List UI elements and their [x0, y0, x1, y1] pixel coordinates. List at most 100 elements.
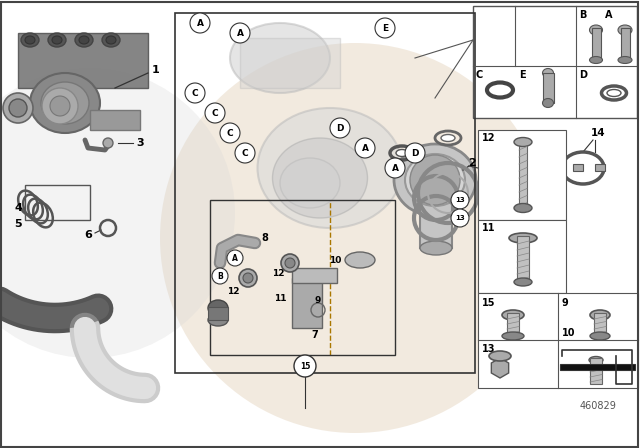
Bar	[517, 236, 529, 282]
Ellipse shape	[489, 351, 511, 361]
Bar	[594, 313, 606, 336]
Text: 12: 12	[482, 133, 495, 143]
Circle shape	[285, 258, 295, 268]
Text: 12: 12	[272, 268, 284, 277]
Text: 14: 14	[591, 128, 605, 138]
Circle shape	[42, 88, 78, 124]
Circle shape	[235, 143, 255, 163]
Text: 9: 9	[562, 298, 569, 308]
Ellipse shape	[514, 278, 532, 286]
Ellipse shape	[590, 332, 610, 340]
Text: E: E	[519, 70, 525, 80]
Circle shape	[330, 118, 350, 138]
Bar	[573, 164, 583, 171]
Ellipse shape	[345, 252, 375, 268]
Circle shape	[3, 93, 33, 123]
Text: C: C	[476, 70, 483, 80]
Bar	[595, 164, 605, 171]
Text: 11: 11	[274, 293, 286, 302]
Ellipse shape	[589, 56, 602, 64]
Ellipse shape	[21, 33, 39, 47]
Ellipse shape	[52, 36, 62, 44]
Text: 2: 2	[468, 158, 476, 168]
Text: 15: 15	[482, 298, 495, 308]
Ellipse shape	[75, 33, 93, 47]
Circle shape	[451, 209, 469, 227]
Text: C: C	[212, 108, 218, 117]
Circle shape	[281, 254, 299, 272]
Bar	[519, 140, 527, 210]
Bar	[210, 200, 395, 355]
Circle shape	[230, 23, 250, 43]
Ellipse shape	[618, 25, 632, 35]
Text: 460829: 460829	[580, 401, 616, 411]
Circle shape	[212, 268, 228, 284]
Text: 3: 3	[136, 138, 144, 148]
Text: 7: 7	[312, 330, 318, 340]
Circle shape	[227, 250, 243, 266]
Ellipse shape	[514, 203, 532, 212]
Ellipse shape	[102, 33, 120, 47]
Text: 13: 13	[455, 215, 465, 221]
Bar	[543, 73, 554, 103]
Text: 11: 11	[482, 223, 495, 233]
Bar	[420, 186, 452, 248]
Ellipse shape	[25, 36, 35, 44]
Ellipse shape	[208, 314, 228, 326]
Text: C: C	[227, 129, 234, 138]
Bar	[590, 358, 602, 384]
Circle shape	[9, 99, 27, 117]
Circle shape	[185, 83, 205, 103]
Circle shape	[451, 191, 469, 209]
Text: B: B	[217, 271, 223, 280]
Bar	[478, 130, 566, 220]
Ellipse shape	[589, 357, 603, 363]
Bar	[175, 13, 475, 373]
Ellipse shape	[280, 158, 340, 208]
Text: A: A	[605, 10, 612, 20]
Circle shape	[205, 103, 225, 123]
Bar	[208, 307, 228, 320]
Text: 8: 8	[262, 233, 268, 243]
Text: D: D	[412, 148, 419, 158]
Ellipse shape	[618, 56, 632, 64]
Circle shape	[160, 43, 550, 433]
Circle shape	[410, 155, 460, 205]
Text: A: A	[237, 29, 243, 38]
Circle shape	[190, 13, 210, 33]
Text: 1: 1	[152, 65, 160, 75]
Bar	[507, 313, 519, 336]
Ellipse shape	[79, 36, 89, 44]
Bar	[18, 33, 148, 88]
Ellipse shape	[41, 82, 89, 124]
Ellipse shape	[394, 144, 476, 216]
Circle shape	[220, 123, 240, 143]
Bar	[90, 110, 140, 130]
Text: A: A	[362, 143, 369, 152]
Polygon shape	[492, 358, 509, 378]
Ellipse shape	[420, 179, 452, 193]
Text: 12: 12	[227, 287, 239, 296]
Ellipse shape	[257, 108, 403, 228]
Text: 4: 4	[14, 203, 22, 213]
Text: 6: 6	[84, 230, 92, 240]
Bar	[240, 38, 340, 88]
Ellipse shape	[590, 310, 610, 320]
Ellipse shape	[509, 233, 537, 243]
Circle shape	[239, 269, 257, 287]
Ellipse shape	[230, 23, 330, 93]
Text: C: C	[192, 89, 198, 98]
Text: 10: 10	[329, 255, 341, 264]
Ellipse shape	[30, 73, 100, 133]
Text: A: A	[196, 18, 204, 27]
Circle shape	[0, 68, 235, 358]
Circle shape	[294, 355, 316, 377]
Bar	[25, 185, 90, 220]
Circle shape	[243, 273, 253, 283]
Bar	[560, 364, 635, 370]
Text: 13: 13	[455, 197, 465, 203]
Text: 9: 9	[315, 296, 321, 305]
Text: A: A	[232, 254, 238, 263]
Text: 13: 13	[482, 344, 495, 354]
Ellipse shape	[396, 150, 408, 156]
